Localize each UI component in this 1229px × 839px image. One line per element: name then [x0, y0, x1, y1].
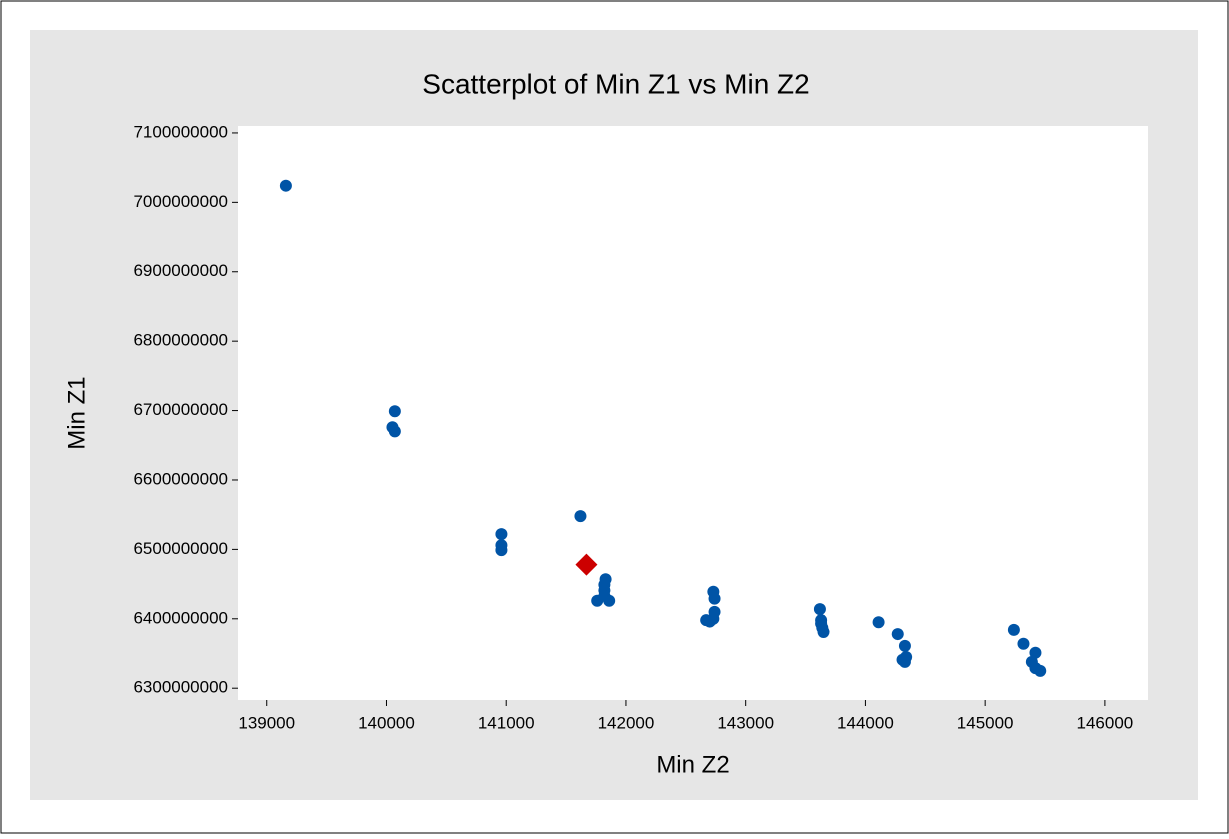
y-tick-label: 6400000000 [133, 608, 228, 627]
point [1034, 664, 1047, 677]
x-tick-label: 143000 [717, 713, 774, 732]
point [574, 510, 587, 523]
y-tick-label: 6500000000 [133, 539, 228, 558]
point [707, 585, 720, 598]
x-tick-label: 146000 [1077, 713, 1134, 732]
point [898, 639, 911, 652]
point [495, 528, 508, 541]
x-tick-label: 145000 [957, 713, 1014, 732]
y-tick-label: 6700000000 [133, 400, 228, 419]
point [1007, 623, 1020, 636]
plot-area [238, 126, 1148, 700]
point [575, 553, 598, 576]
point [388, 405, 401, 418]
y-tick-label: 6800000000 [133, 331, 228, 350]
x-tick-label: 144000 [837, 713, 894, 732]
point [872, 616, 885, 629]
y-tick-label: 7100000000 [133, 122, 228, 141]
point [898, 655, 911, 668]
y-tick-label: 7000000000 [133, 192, 228, 211]
y-axis-label: Min Z1 [63, 376, 90, 449]
x-tick-label: 140000 [358, 713, 415, 732]
point [388, 425, 401, 438]
chart-title: Scatterplot of Min Z1 vs Min Z2 [422, 68, 809, 99]
x-tick-label: 142000 [598, 713, 655, 732]
point [891, 628, 904, 641]
point [1029, 646, 1042, 659]
point [813, 603, 826, 616]
x-axis-label: Min Z2 [656, 751, 729, 778]
point [1017, 637, 1030, 650]
y-tick-label: 6600000000 [133, 469, 228, 488]
point [495, 544, 508, 557]
point [708, 605, 721, 618]
point [598, 578, 611, 591]
point [603, 594, 616, 607]
point [279, 179, 292, 192]
y-tick-label: 6900000000 [133, 261, 228, 280]
x-tick-label: 139000 [238, 713, 295, 732]
point [815, 617, 828, 630]
y-tick-label: 6300000000 [133, 678, 228, 697]
x-tick-label: 141000 [478, 713, 535, 732]
point [591, 594, 604, 607]
